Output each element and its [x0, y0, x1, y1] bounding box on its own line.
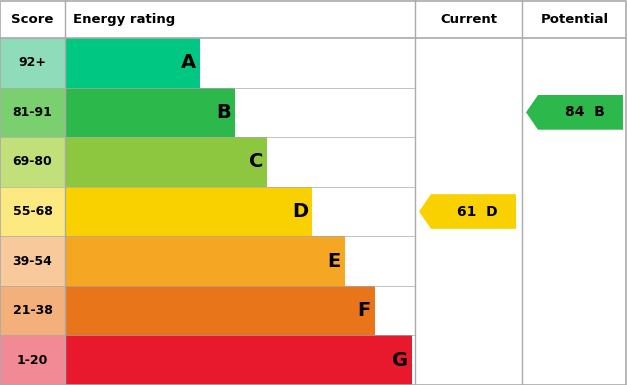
Text: G: G [392, 351, 408, 370]
Text: Potential: Potential [540, 12, 609, 25]
Text: 1-20: 1-20 [17, 354, 48, 367]
Text: 55-68: 55-68 [13, 205, 53, 218]
FancyBboxPatch shape [412, 335, 415, 385]
FancyBboxPatch shape [267, 137, 415, 187]
Text: 61  D: 61 D [457, 204, 498, 219]
Text: Current: Current [440, 12, 497, 25]
FancyBboxPatch shape [65, 236, 345, 286]
FancyBboxPatch shape [0, 38, 65, 87]
Text: 84  B: 84 B [564, 105, 604, 119]
FancyBboxPatch shape [0, 0, 627, 38]
FancyBboxPatch shape [312, 187, 415, 236]
FancyBboxPatch shape [0, 187, 65, 236]
Text: A: A [181, 53, 196, 72]
Text: B: B [216, 103, 231, 122]
FancyBboxPatch shape [0, 335, 65, 385]
Text: C: C [249, 152, 263, 171]
Polygon shape [526, 95, 623, 130]
FancyBboxPatch shape [0, 236, 65, 286]
FancyBboxPatch shape [0, 87, 65, 137]
FancyBboxPatch shape [65, 137, 267, 187]
FancyBboxPatch shape [0, 137, 65, 187]
Text: Score: Score [11, 12, 54, 25]
Text: 81-91: 81-91 [13, 106, 53, 119]
FancyBboxPatch shape [65, 38, 200, 87]
FancyBboxPatch shape [0, 286, 65, 335]
FancyBboxPatch shape [235, 87, 415, 137]
FancyBboxPatch shape [65, 286, 375, 335]
FancyBboxPatch shape [65, 335, 412, 385]
FancyBboxPatch shape [345, 236, 415, 286]
Text: F: F [358, 301, 371, 320]
FancyBboxPatch shape [375, 286, 415, 335]
FancyBboxPatch shape [65, 187, 312, 236]
FancyBboxPatch shape [200, 38, 415, 87]
FancyBboxPatch shape [65, 87, 235, 137]
Text: 69-80: 69-80 [13, 156, 53, 168]
Text: D: D [292, 202, 308, 221]
Text: 39-54: 39-54 [13, 254, 53, 268]
Text: Energy rating: Energy rating [73, 12, 176, 25]
Text: E: E [328, 251, 341, 271]
Text: 92+: 92+ [19, 56, 46, 69]
Polygon shape [419, 194, 516, 229]
Text: 21-38: 21-38 [13, 304, 53, 317]
